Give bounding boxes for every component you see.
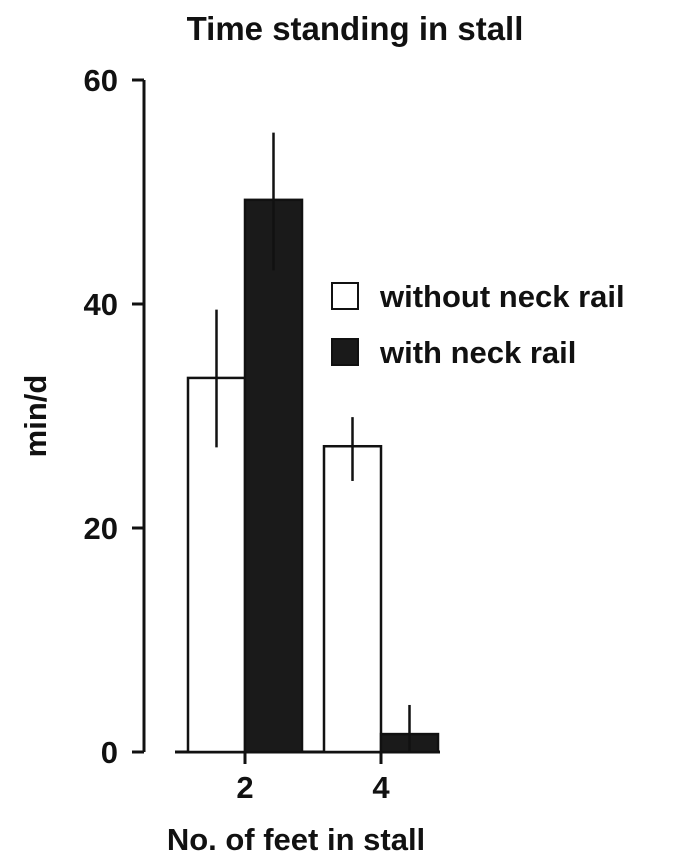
y-tick-label: 60: [84, 63, 118, 98]
legend-label: with neck rail: [379, 335, 576, 370]
legend-swatch: [331, 282, 359, 310]
legend-swatch: [331, 338, 359, 366]
y-tick-label: 40: [84, 287, 118, 322]
x-axis-label: No. of feet in stall: [167, 822, 425, 857]
x-tick-label: 4: [372, 770, 390, 805]
chart-title: Time standing in stall: [187, 10, 524, 47]
y-tick-label: 20: [84, 511, 118, 546]
bar-with-neck-rail-2: [243, 198, 304, 754]
bar-without-neck-rail-4: [322, 444, 383, 754]
y-tick-label: 0: [101, 735, 118, 770]
y-axis-label: min/d: [18, 375, 53, 458]
x-tick-label: 2: [236, 770, 253, 805]
legend-label: without neck rail: [379, 279, 625, 314]
